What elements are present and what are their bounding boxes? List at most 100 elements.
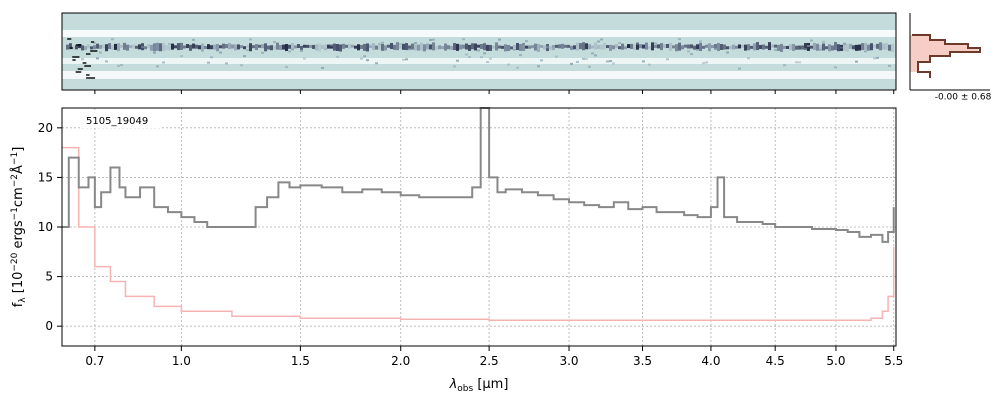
trace-noise xyxy=(249,38,252,41)
trace-pixel xyxy=(708,43,711,52)
trace-noise xyxy=(261,51,264,54)
trace-pixel xyxy=(114,43,117,50)
trace-noise xyxy=(369,45,372,48)
trace-noise xyxy=(552,45,555,48)
trace-pixel xyxy=(519,43,522,51)
trace-pixel xyxy=(477,44,480,48)
trace-noise xyxy=(291,48,294,51)
trace-pixel xyxy=(306,44,309,48)
trace-noise xyxy=(180,55,183,58)
trace-pixel xyxy=(627,44,630,49)
trace-pixel xyxy=(270,45,273,51)
trace-noise xyxy=(408,48,411,51)
x-tick-label: 5.0 xyxy=(826,354,845,368)
trace-noise xyxy=(642,60,645,63)
x-tick-label: 4.5 xyxy=(766,354,785,368)
trace-pixel xyxy=(393,44,396,50)
trace-pixel xyxy=(588,44,591,50)
trace-pixel xyxy=(624,46,627,50)
trace-pixel xyxy=(852,45,855,50)
trace-pixel xyxy=(825,46,828,50)
trace-pixel xyxy=(318,43,321,52)
trace-pixel xyxy=(471,43,474,50)
trace-pixel xyxy=(606,45,609,49)
trace-noise xyxy=(153,51,156,54)
trace-pixel xyxy=(264,43,267,52)
trace-pixel xyxy=(126,44,129,51)
trace-pixel xyxy=(690,44,693,49)
trace-pixel xyxy=(309,44,312,48)
trace-pixel xyxy=(66,44,69,50)
trace-noise xyxy=(366,59,369,62)
trace-noise xyxy=(288,50,291,53)
trace-noise xyxy=(336,55,339,58)
trace-pixel xyxy=(399,45,402,49)
y-ticks: 0 5 10 15 20 xyxy=(38,121,62,333)
trace-pixel xyxy=(240,45,243,49)
trace-pixel xyxy=(777,44,780,51)
trace-pixel xyxy=(888,44,891,51)
trace-pixel xyxy=(105,44,108,52)
trace-pixel xyxy=(558,44,561,49)
trace-pixel xyxy=(720,43,723,50)
trace-edge xyxy=(75,44,82,46)
trace-noise xyxy=(498,38,501,41)
trace-pixel xyxy=(510,46,513,50)
trace-noise xyxy=(381,41,384,44)
trace-pixel xyxy=(408,45,411,50)
trace-pixel xyxy=(687,44,690,49)
trace-noise xyxy=(690,53,693,56)
trace-pixel xyxy=(282,44,285,50)
trace-noise xyxy=(822,40,825,43)
trace-pixel xyxy=(783,45,786,49)
trace-edge xyxy=(72,59,76,61)
trace-pixel xyxy=(222,43,225,49)
trace-pixel xyxy=(822,43,825,51)
trace-pixel xyxy=(504,44,507,52)
trace-pixel xyxy=(621,43,624,50)
trace-pixel xyxy=(228,43,231,50)
trace-pixel xyxy=(294,45,297,49)
trace-noise xyxy=(456,59,459,62)
y-axis-label: fλ [10−20 ergs−1cm−2Å−1] xyxy=(10,147,28,308)
trace-noise xyxy=(783,64,786,67)
trace-pixel xyxy=(876,43,879,49)
trace-pixel xyxy=(591,45,594,49)
trace-pixel xyxy=(459,44,462,50)
trace-pixel xyxy=(870,43,873,51)
panel-2d-gap-lower xyxy=(62,71,896,79)
trace-noise xyxy=(273,41,276,44)
trace-pixel xyxy=(339,44,342,52)
trace-noise xyxy=(525,40,528,43)
panel-1d-spectrum: 5105_19049 0.7 1.0 1.5 2.0 2.5 3.0 3.5 4.0 4.5 5.… xyxy=(10,90,903,394)
trace-pixel xyxy=(753,43,756,51)
trace-noise xyxy=(405,58,408,61)
trace-pixel xyxy=(174,45,177,49)
y-tick-label: 10 xyxy=(38,220,53,234)
trace-noise xyxy=(192,38,195,41)
trace-pixel xyxy=(540,44,543,48)
trace-noise xyxy=(531,46,534,49)
trace-noise xyxy=(588,65,591,68)
trace-noise xyxy=(774,48,777,51)
trace-pixel xyxy=(213,44,216,50)
trace-pixel xyxy=(453,43,456,51)
trace-noise xyxy=(111,38,114,41)
trace-edge xyxy=(69,47,73,49)
x-tick-label: 1.5 xyxy=(291,354,310,368)
trace-pixel xyxy=(354,45,357,49)
trace-pixel xyxy=(483,43,486,51)
trace-pixel xyxy=(444,43,447,51)
trace-pixel xyxy=(819,44,822,49)
trace-pixel xyxy=(579,43,582,50)
trace-edge xyxy=(84,65,91,67)
trace-noise xyxy=(120,64,123,67)
trace-pixel xyxy=(87,44,90,49)
trace-pixel xyxy=(111,44,114,50)
trace-pixel xyxy=(801,45,804,50)
trace-noise xyxy=(726,51,729,54)
trace-noise xyxy=(384,48,387,51)
trace-noise xyxy=(582,57,585,60)
trace-noise xyxy=(219,51,222,54)
trace-noise xyxy=(807,45,810,48)
